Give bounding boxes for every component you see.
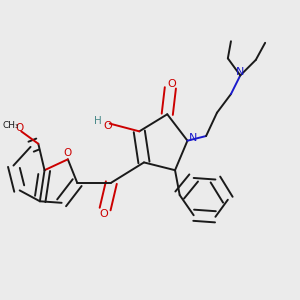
Text: O: O <box>99 209 108 219</box>
Text: CH₃: CH₃ <box>2 121 19 130</box>
Text: O: O <box>64 148 72 158</box>
Text: N: N <box>236 67 244 77</box>
Text: O: O <box>103 121 112 131</box>
Text: H: H <box>94 116 102 126</box>
Text: O: O <box>167 79 176 89</box>
Text: O: O <box>16 123 24 133</box>
Text: N: N <box>189 133 197 142</box>
